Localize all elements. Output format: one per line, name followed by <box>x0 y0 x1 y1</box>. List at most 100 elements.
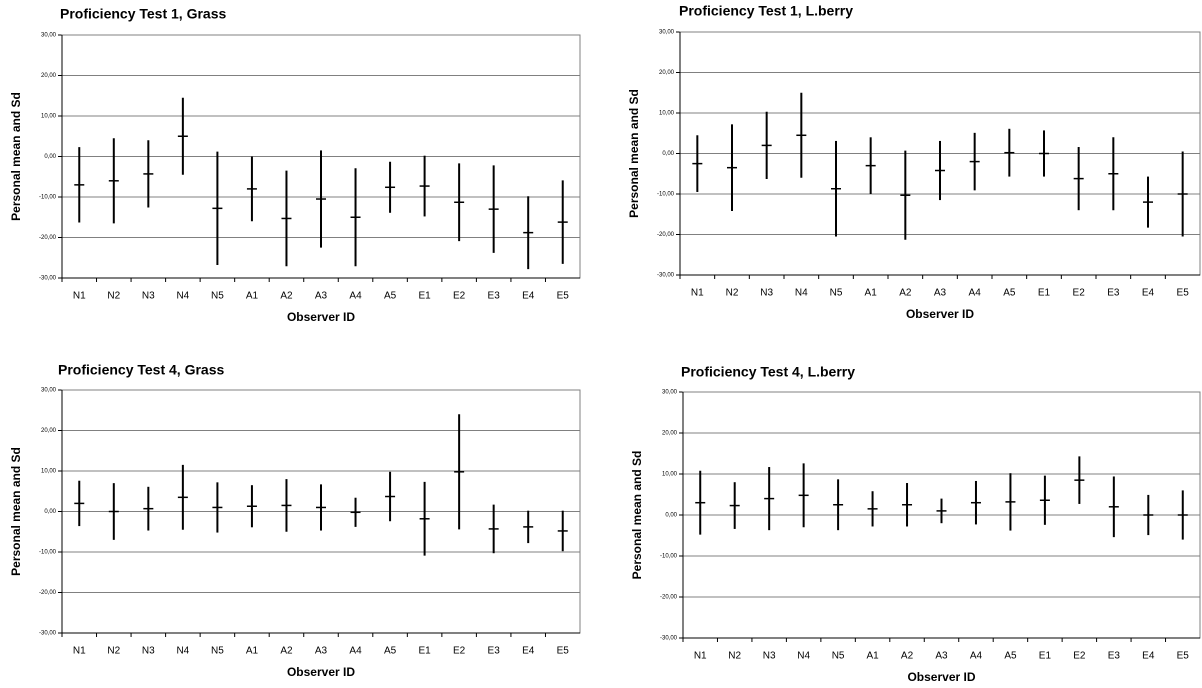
y-tick-label: 30,00 <box>41 33 57 39</box>
x-tick-label: E5 <box>557 646 570 657</box>
x-tick-label: N4 <box>797 651 810 662</box>
y-tick-label: -10,00 <box>39 195 57 201</box>
x-tick-label: E1 <box>1038 288 1051 299</box>
y-tick-label: 10,00 <box>41 469 57 475</box>
y-axis-title: Personal mean and Sd <box>9 92 23 221</box>
x-tick-label: A5 <box>1004 651 1017 662</box>
chart-title: Proficiency Test 4, L.berry <box>681 364 855 380</box>
x-tick-label: A1 <box>246 291 259 302</box>
x-tick-label: A5 <box>1003 288 1016 299</box>
y-axis-title: Personal mean and Sd <box>627 89 641 218</box>
y-axis-title: Personal mean and Sd <box>630 451 644 580</box>
x-tick-label: N1 <box>694 651 707 662</box>
x-tick-label: E5 <box>1177 288 1190 299</box>
x-tick-label: A4 <box>349 291 362 302</box>
y-tick-label: 10,00 <box>662 472 678 478</box>
x-tick-label: A2 <box>280 646 293 657</box>
x-tick-label: N3 <box>142 291 155 302</box>
x-tick-label: A3 <box>315 646 328 657</box>
y-tick-label: -10,00 <box>657 192 675 198</box>
x-tick-label: N1 <box>73 646 86 657</box>
x-tick-label: A3 <box>935 651 948 662</box>
x-tick-label: E4 <box>522 646 535 657</box>
x-tick-label: N2 <box>107 646 120 657</box>
x-tick-label: N4 <box>176 291 189 302</box>
x-tick-label: E4 <box>522 291 535 302</box>
y-tick-label: -30,00 <box>39 276 57 282</box>
x-tick-label: N3 <box>763 651 776 662</box>
x-tick-label: N2 <box>107 291 120 302</box>
y-tick-label: -30,00 <box>657 273 675 279</box>
x-tick-label: N4 <box>795 288 808 299</box>
x-tick-label: A4 <box>969 288 982 299</box>
y-tick-label: 0,00 <box>44 509 56 515</box>
y-tick-label: 30,00 <box>662 390 678 396</box>
x-tick-label: N2 <box>726 288 739 299</box>
x-tick-label: E4 <box>1142 651 1155 662</box>
x-tick-label: N2 <box>728 651 741 662</box>
x-tick-label: A5 <box>384 646 397 657</box>
y-tick-label: 0,00 <box>44 154 56 160</box>
y-tick-label: -20,00 <box>39 235 57 241</box>
x-tick-label: E3 <box>1107 288 1120 299</box>
x-tick-label: N4 <box>176 646 189 657</box>
x-tick-label: A1 <box>246 646 259 657</box>
y-tick-label: -30,00 <box>39 631 57 637</box>
x-tick-label: N1 <box>73 291 86 302</box>
x-tick-label: E5 <box>1177 651 1190 662</box>
y-tick-label: 20,00 <box>41 428 57 434</box>
x-tick-label: E1 <box>418 646 431 657</box>
y-tick-label: -20,00 <box>657 232 675 238</box>
x-axis-title: Observer ID <box>287 665 355 679</box>
x-tick-label: A2 <box>899 288 912 299</box>
x-tick-label: E3 <box>1108 651 1121 662</box>
x-tick-label: A3 <box>315 291 328 302</box>
x-tick-label: A5 <box>384 291 397 302</box>
x-axis-title: Observer ID <box>906 307 974 321</box>
x-tick-label: N1 <box>691 288 704 299</box>
y-tick-label: -10,00 <box>39 550 57 556</box>
y-tick-label: 30,00 <box>659 30 675 36</box>
y-tick-label: 30,00 <box>41 388 57 394</box>
x-tick-label: E2 <box>1073 651 1086 662</box>
x-tick-label: E5 <box>557 291 570 302</box>
x-tick-label: N5 <box>211 291 224 302</box>
x-tick-label: A2 <box>280 291 293 302</box>
chart-title: Proficiency Test 4, Grass <box>58 362 224 378</box>
x-tick-label: A4 <box>970 651 983 662</box>
x-tick-label: E3 <box>488 646 501 657</box>
x-tick-label: E2 <box>453 291 466 302</box>
x-tick-label: E3 <box>488 291 501 302</box>
x-tick-label: N3 <box>142 646 155 657</box>
x-tick-label: E1 <box>418 291 431 302</box>
x-tick-label: E4 <box>1142 288 1155 299</box>
x-tick-label: E1 <box>1039 651 1052 662</box>
x-tick-label: A3 <box>934 288 947 299</box>
x-tick-label: A1 <box>865 288 878 299</box>
x-tick-label: N5 <box>832 651 845 662</box>
x-tick-label: N3 <box>760 288 773 299</box>
y-tick-label: 20,00 <box>662 431 678 437</box>
x-tick-label: A2 <box>901 651 914 662</box>
y-tick-label: -20,00 <box>39 590 57 596</box>
x-tick-label: N5 <box>211 646 224 657</box>
y-tick-label: 0,00 <box>662 151 674 157</box>
x-tick-label: E2 <box>453 646 466 657</box>
chart-title: Proficiency Test 1, Grass <box>60 6 226 22</box>
x-tick-label: A4 <box>349 646 362 657</box>
y-tick-label: 0,00 <box>665 513 677 519</box>
y-tick-label: -20,00 <box>660 595 678 601</box>
y-tick-label: 20,00 <box>41 73 57 79</box>
y-tick-label: 10,00 <box>41 114 57 120</box>
y-tick-label: 10,00 <box>659 111 675 117</box>
x-tick-label: E2 <box>1073 288 1086 299</box>
y-tick-label: 20,00 <box>659 70 675 76</box>
x-tick-label: A1 <box>866 651 879 662</box>
x-tick-label: N5 <box>830 288 843 299</box>
y-tick-label: -30,00 <box>660 636 678 642</box>
x-axis-title: Observer ID <box>907 670 975 684</box>
y-tick-label: -10,00 <box>660 554 678 560</box>
x-axis-title: Observer ID <box>287 310 355 324</box>
chart-title: Proficiency Test 1, L.berry <box>679 3 853 19</box>
